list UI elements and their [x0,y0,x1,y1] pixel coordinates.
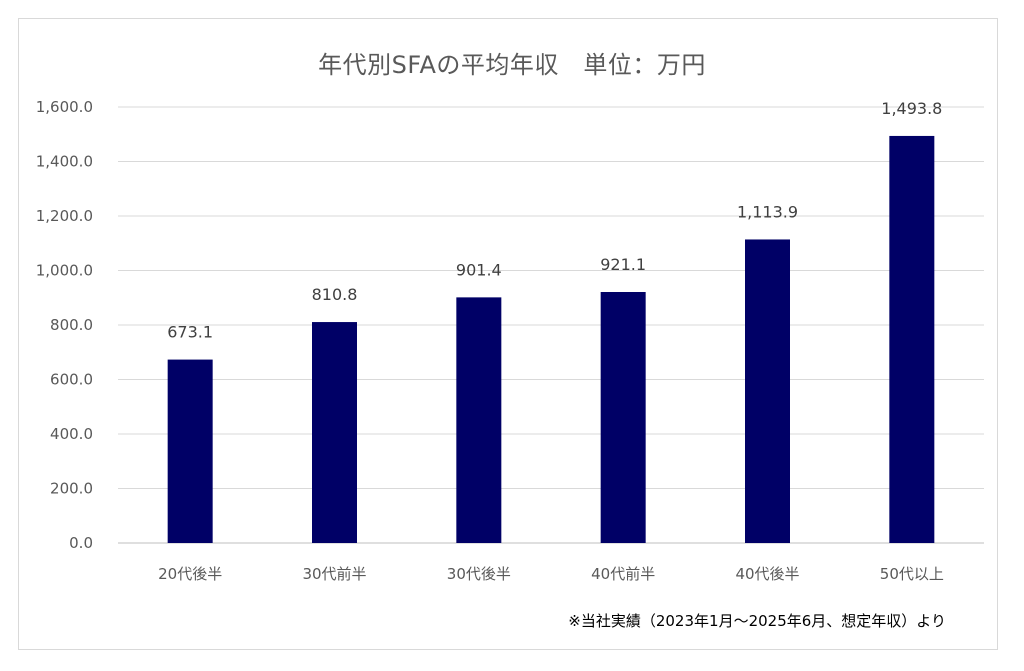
bar [889,135,935,543]
chart-frame [18,18,998,650]
bar [167,359,213,543]
bar [600,292,646,543]
x-tick-label: 50代以上 [880,565,944,583]
y-tick-label: 1,200.0 [36,207,93,225]
y-tick-label: 400.0 [50,425,93,443]
y-tick-label: 0.0 [69,534,93,552]
x-tick-label: 40代前半 [591,565,655,583]
x-tick-label: 40代後半 [735,565,799,583]
chart-footnote: ※当社実績（2023年1月～2025年6月、想定年収）より [568,612,946,630]
bar [312,322,357,543]
y-tick-label: 200.0 [50,480,93,498]
data-label: 1,493.8 [881,99,942,118]
data-label: 673.1 [167,323,213,342]
chart-title: 年代別SFAの平均年収 単位：万円 [318,51,706,79]
data-label: 810.8 [312,285,358,304]
bar [745,239,790,543]
y-tick-label: 1,000.0 [36,262,93,280]
data-label: 921.1 [600,255,646,274]
bar [456,297,502,543]
data-label: 901.4 [456,260,502,279]
y-tick-label: 1,400.0 [36,153,93,171]
y-tick-label: 1,600.0 [36,98,93,116]
y-tick-label: 800.0 [50,316,93,334]
x-tick-label: 30代前半 [302,565,366,583]
data-label: 1,113.9 [737,202,798,221]
x-tick-label: 30代後半 [447,565,511,583]
y-tick-label: 600.0 [50,371,93,389]
x-tick-label: 20代後半 [158,565,222,583]
